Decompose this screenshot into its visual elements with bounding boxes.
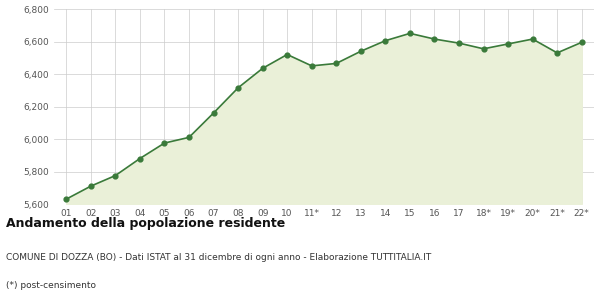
Point bbox=[160, 141, 169, 146]
Point bbox=[209, 111, 218, 116]
Point bbox=[454, 41, 464, 46]
Point bbox=[479, 46, 488, 51]
Text: Andamento della popolazione residente: Andamento della popolazione residente bbox=[6, 218, 285, 230]
Point bbox=[135, 156, 145, 161]
Text: (*) post-censimento: (*) post-censimento bbox=[6, 280, 96, 290]
Point bbox=[61, 197, 71, 202]
Point bbox=[380, 38, 390, 43]
Point bbox=[503, 41, 513, 46]
Point bbox=[528, 37, 538, 41]
Point bbox=[331, 61, 341, 66]
Point bbox=[405, 31, 415, 36]
Point bbox=[86, 184, 95, 188]
Point bbox=[184, 135, 194, 140]
Point bbox=[553, 50, 562, 55]
Point bbox=[258, 66, 268, 71]
Point bbox=[307, 64, 317, 68]
Text: COMUNE DI DOZZA (BO) - Dati ISTAT al 31 dicembre di ogni anno - Elaborazione TUT: COMUNE DI DOZZA (BO) - Dati ISTAT al 31 … bbox=[6, 254, 431, 262]
Point bbox=[577, 40, 587, 45]
Point bbox=[356, 49, 365, 54]
Point bbox=[233, 85, 243, 90]
Point bbox=[110, 173, 120, 178]
Point bbox=[430, 37, 439, 41]
Point bbox=[283, 52, 292, 57]
